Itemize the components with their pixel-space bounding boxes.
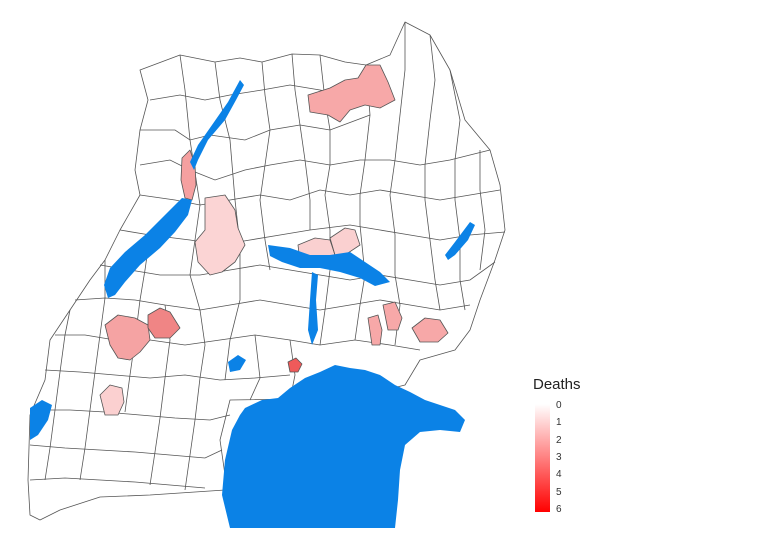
- legend-color-bar: [535, 404, 550, 512]
- legend-tick-label: 1: [556, 417, 562, 429]
- legend-tick-label: 2: [556, 434, 562, 446]
- lake-george: [228, 355, 246, 372]
- district-eastern-b: [382, 301, 403, 331]
- lake-northeast-stream: [445, 222, 475, 260]
- district-southwest: [99, 384, 125, 416]
- district-kampala: [287, 357, 303, 373]
- district-central-north: [194, 194, 246, 276]
- legend-tick-label: 3: [556, 452, 562, 463]
- district-eastern-c: [411, 317, 449, 343]
- district-western-a: [104, 314, 151, 361]
- lake-edward: [30, 400, 52, 440]
- water-bodies: [30, 80, 475, 528]
- district-eastern-a: [367, 314, 383, 346]
- legend-tick-label: 0: [556, 400, 562, 411]
- shaded-districts: [99, 64, 449, 416]
- legend-tick-label: 4: [556, 469, 562, 481]
- lake-albert: [104, 198, 192, 298]
- legend-title: Deaths: [533, 376, 581, 393]
- lake-victoria: [222, 365, 465, 528]
- victoria-nile: [308, 272, 318, 345]
- district-northern: [307, 64, 396, 123]
- legend-tick-label: 5: [556, 486, 562, 498]
- district-western-b: [147, 307, 181, 339]
- district-boundaries: [29, 22, 506, 491]
- albert-nile: [190, 80, 244, 170]
- lake-kyoga: [268, 245, 390, 286]
- legend-tick-label: 6: [556, 504, 562, 515]
